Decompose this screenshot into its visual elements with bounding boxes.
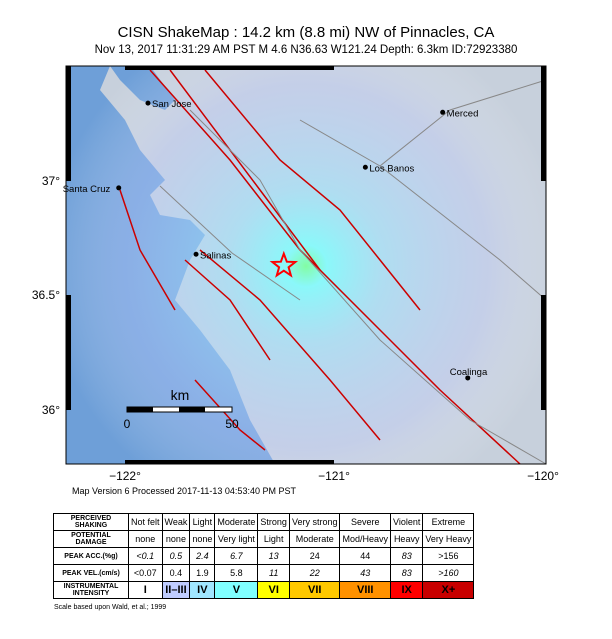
lat-label: 37° bbox=[42, 174, 60, 188]
legend-cell: none bbox=[189, 530, 216, 548]
shakemap[interactable]: San Jose Merced Los Banos Santa Cruz Salinas… bbox=[0, 0, 612, 500]
legend-cell: Strong bbox=[257, 513, 290, 531]
legend-cell: II–III bbox=[161, 581, 191, 599]
city-dot-icon bbox=[362, 164, 368, 170]
legend-cell: Extreme bbox=[422, 513, 475, 531]
legend-cell: 6.7 bbox=[214, 547, 259, 565]
legend-cell: Heavy bbox=[390, 530, 424, 548]
lat-label: 36° bbox=[42, 403, 60, 417]
legend-row-header: PERCEIVED SHAKING bbox=[53, 513, 129, 531]
version-line: Map Version 6 Processed 2017-11-13 04:53… bbox=[72, 486, 296, 496]
map-title: CISN ShakeMap : 14.2 km (8.8 mi) NW of P… bbox=[117, 24, 495, 41]
event-details: Nov 13, 2017 11:31:29 AM PST M 4.6 N36.6… bbox=[94, 44, 518, 56]
legend-cell: X+ bbox=[422, 581, 475, 599]
legend-cell: V bbox=[214, 581, 259, 599]
legend-row: PERCEIVED SHAKING Not felt Weak Light Modera… bbox=[53, 513, 475, 531]
legend-cell: Mod/Heavy bbox=[339, 530, 392, 548]
legend-cell: Not felt bbox=[128, 513, 163, 531]
legend-cell: none bbox=[161, 530, 191, 548]
legend-cell: IX bbox=[390, 581, 424, 599]
legend-cell: 22 bbox=[288, 564, 341, 582]
scale-bar: km 0 50 bbox=[124, 387, 239, 431]
legend-cell: 83 bbox=[390, 547, 424, 565]
city-marker[interactable]: Santa Cruz bbox=[63, 184, 122, 195]
city-label: Los Banos bbox=[369, 163, 414, 174]
legend-cell: Moderate bbox=[214, 513, 259, 531]
scale-unit: km bbox=[171, 387, 190, 403]
city-label: Merced bbox=[447, 108, 479, 119]
legend-row-header: PEAK VEL.(cm/s) bbox=[53, 564, 129, 582]
faults bbox=[119, 69, 521, 465]
shaking-intensity bbox=[66, 66, 546, 464]
legend-cell: >160 bbox=[422, 564, 475, 582]
legend-cell: VI bbox=[257, 581, 290, 599]
city-dot-icon bbox=[145, 100, 151, 106]
lon-label: −122° bbox=[109, 469, 141, 483]
city-label: Coalinga bbox=[450, 367, 488, 378]
city-marker[interactable]: Coalinga bbox=[450, 367, 488, 381]
city-marker[interactable]: Los Banos bbox=[362, 163, 415, 174]
legend-cell: Weak bbox=[161, 513, 191, 531]
legend-cell: IV bbox=[189, 581, 216, 599]
city-dot-icon bbox=[116, 185, 122, 191]
scale-citation: Scale based upon Wald, et al.; 1999 bbox=[54, 604, 167, 611]
city-marker[interactable]: Salinas bbox=[193, 250, 232, 261]
legend-cell: <0.07 bbox=[128, 564, 163, 582]
city-label: Salinas bbox=[200, 250, 231, 261]
city-label: San Jose bbox=[152, 99, 192, 110]
legend-cell: <0.1 bbox=[128, 547, 163, 565]
legend-cell: VIII bbox=[339, 581, 392, 599]
legend-row-header: INSTRUMENTAL INTENSITY bbox=[53, 581, 129, 599]
legend-cell: 1.9 bbox=[189, 564, 216, 582]
legend-row: PEAK ACC.(%g) <0.1 0.5 2.4 6.7 13 24 44 83 >156 bbox=[53, 547, 475, 565]
legend-cell: Moderate bbox=[288, 530, 341, 548]
legend-row-header: PEAK ACC.(%g) bbox=[53, 547, 129, 565]
legend-cell: I bbox=[128, 581, 163, 599]
legend-cell: Very light bbox=[214, 530, 259, 548]
city-marker[interactable]: San Jose bbox=[145, 99, 192, 110]
lon-label: −120° bbox=[527, 469, 559, 483]
frame-ticks bbox=[66, 66, 546, 464]
city-dot-icon bbox=[465, 375, 471, 381]
roads bbox=[159, 79, 547, 465]
city-marker[interactable]: Merced bbox=[440, 108, 478, 119]
legend-cell: >156 bbox=[422, 547, 475, 565]
city-dot-icon bbox=[440, 109, 446, 115]
legend-cell: 43 bbox=[339, 564, 392, 582]
lat-label: 36.5° bbox=[32, 288, 60, 302]
legend-cell: Light bbox=[189, 513, 216, 531]
legend-cell: 5.8 bbox=[214, 564, 259, 582]
legend-cell: none bbox=[128, 530, 163, 548]
legend-cell: Very Heavy bbox=[422, 530, 475, 548]
legend-cell: 24 bbox=[288, 547, 341, 565]
legend-cell: 13 bbox=[257, 547, 290, 565]
legend-row: POTENTIAL DAMAGE none none none Very light Li… bbox=[53, 530, 475, 548]
lon-label: −121° bbox=[318, 469, 350, 483]
legend-cell: Violent bbox=[390, 513, 424, 531]
scale-end: 50 bbox=[225, 417, 239, 431]
legend-cell: 83 bbox=[390, 564, 424, 582]
legend-cell: 2.4 bbox=[189, 547, 216, 565]
legend-cell: VII bbox=[288, 581, 341, 599]
legend-cell: 0.5 bbox=[161, 547, 191, 565]
city-dot-icon bbox=[193, 251, 199, 257]
legend-cell: 44 bbox=[339, 547, 392, 565]
legend-row: INSTRUMENTAL INTENSITY I II–III IV V VI VII VII… bbox=[53, 581, 475, 599]
axis-labels: −122° −121° −120° 37° 36.5° 36° bbox=[32, 174, 559, 483]
legend-cell: Severe bbox=[339, 513, 392, 531]
legend-cell: Very strong bbox=[288, 513, 341, 531]
epicenter-star-icon[interactable] bbox=[269, 250, 299, 278]
city-label: Santa Cruz bbox=[63, 184, 111, 195]
legend-cell: 0.4 bbox=[161, 564, 191, 582]
legend-cell: 11 bbox=[257, 564, 290, 582]
legend-row: PEAK VEL.(cm/s) <0.07 0.4 1.9 5.8 11 22 43 83 >16… bbox=[53, 564, 475, 582]
intensity-legend: PERCEIVED SHAKING Not felt Weak Light Modera… bbox=[53, 513, 475, 599]
legend-cell: Light bbox=[257, 530, 290, 548]
legend-row-header: POTENTIAL DAMAGE bbox=[53, 530, 129, 548]
scale-start: 0 bbox=[124, 417, 131, 431]
